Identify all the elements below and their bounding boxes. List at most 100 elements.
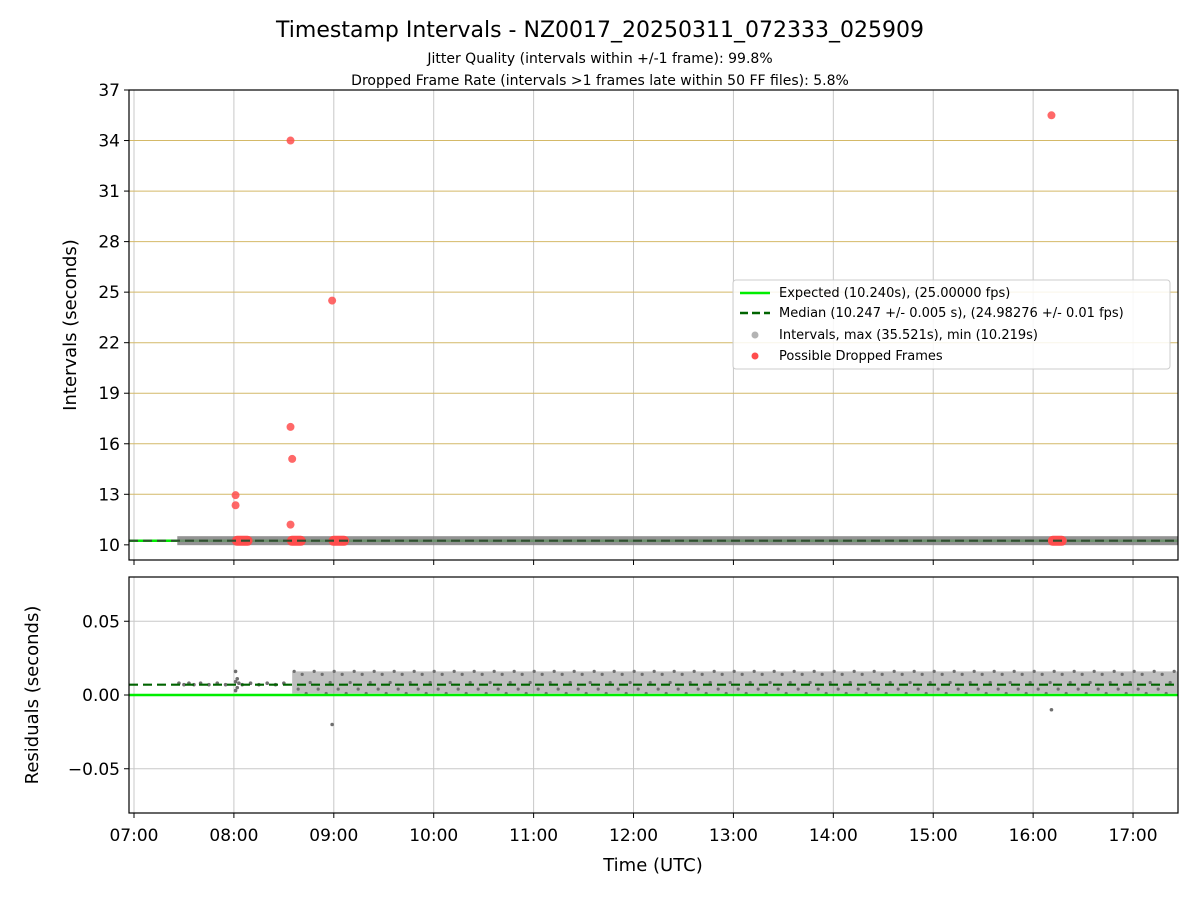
residual-point xyxy=(708,680,712,685)
residual-point xyxy=(572,669,576,674)
residual-point xyxy=(480,672,484,676)
residual-point xyxy=(728,680,732,685)
residual-point xyxy=(716,687,720,691)
residual-point xyxy=(956,687,960,691)
residual-point xyxy=(900,672,904,676)
dropped-frame-point xyxy=(231,491,240,500)
residual-point xyxy=(1120,672,1124,676)
intervals-y-axis-label: Intervals (seconds) xyxy=(60,239,81,411)
residual-point xyxy=(828,680,832,685)
residual-point xyxy=(420,672,424,676)
residual-point xyxy=(996,687,1000,691)
residual-point xyxy=(233,688,238,693)
residual-point xyxy=(376,687,380,691)
x-tick-label: 08:00 xyxy=(209,826,258,846)
residual-point xyxy=(372,669,376,674)
residual-point xyxy=(1148,680,1152,685)
figure-subtitle-dropped: Dropped Frame Rate (intervals >1 frames … xyxy=(351,73,849,89)
residual-point xyxy=(1072,669,1076,674)
residual-point xyxy=(736,687,740,691)
residual-point xyxy=(752,669,756,674)
residual-point xyxy=(1116,687,1120,691)
residual-point xyxy=(720,672,724,676)
residual-point xyxy=(636,687,640,691)
intervals-panel: 10 13 16 19 22 25 28 31 34 37 Intervals (seconds)… xyxy=(60,81,1179,565)
residual-point xyxy=(456,687,460,691)
residual-point xyxy=(488,680,492,685)
residual-point xyxy=(233,669,238,674)
residual-point xyxy=(1032,669,1036,674)
residuals-y-tick-label: −0.05 xyxy=(68,760,120,780)
residual-point xyxy=(592,669,596,674)
residual-point xyxy=(548,680,552,685)
residual-point xyxy=(820,672,824,676)
residual-point xyxy=(348,680,352,685)
residual-point xyxy=(920,672,924,676)
dropped-frame-point xyxy=(286,422,295,431)
residual-point xyxy=(1172,669,1176,674)
residual-point xyxy=(1156,687,1160,691)
intervals-y-tick-label: 34 xyxy=(98,132,120,152)
residual-point xyxy=(328,680,332,685)
residual-point xyxy=(320,672,324,676)
residual-point xyxy=(520,672,524,676)
residual-point xyxy=(888,680,892,685)
figure-subtitle-jitter: Jitter Quality (intervals within +/-1 fr… xyxy=(426,51,772,67)
legend-intervals-label: Intervals, max (35.521s), min (10.219s) xyxy=(779,328,1038,343)
residual-point xyxy=(292,669,296,674)
residual-point xyxy=(916,687,920,691)
residual-point xyxy=(928,680,932,685)
intervals-y-tick-label: 16 xyxy=(98,435,120,455)
residual-point xyxy=(620,672,624,676)
residual-point xyxy=(1080,672,1084,676)
x-tick-label: 17:00 xyxy=(1109,826,1158,846)
residual-point xyxy=(356,687,360,691)
residual-point xyxy=(556,687,560,691)
residual-point xyxy=(392,669,396,674)
residual-point xyxy=(552,669,556,674)
intervals-panel-frame xyxy=(128,89,1179,561)
residual-point xyxy=(500,672,504,676)
residual-point xyxy=(628,680,632,685)
intervals-y-tick-label: 31 xyxy=(98,182,120,202)
residual-point xyxy=(368,680,372,685)
residual-point xyxy=(576,687,580,691)
residual-point xyxy=(580,672,584,676)
residual-point xyxy=(608,680,612,685)
residual-point xyxy=(1096,687,1100,691)
residual-point xyxy=(612,669,616,674)
residual-point xyxy=(588,680,592,685)
dropped-frame-point xyxy=(231,501,240,510)
x-tick-label: 12:00 xyxy=(609,826,658,846)
intervals-y-tick-label: 22 xyxy=(98,334,120,354)
residual-point xyxy=(776,687,780,691)
residual-point xyxy=(688,680,692,685)
residuals-y-tick-label: 0.05 xyxy=(82,612,120,632)
residual-point xyxy=(836,687,840,691)
residual-point xyxy=(908,680,912,685)
residual-point xyxy=(336,687,340,691)
residual-point xyxy=(1056,687,1060,691)
residual-point xyxy=(1100,672,1104,676)
residual-point xyxy=(868,680,872,685)
residual-point xyxy=(1049,707,1054,712)
residual-point xyxy=(300,672,304,676)
residual-point xyxy=(648,680,652,685)
x-tick-label: 16:00 xyxy=(1009,826,1058,846)
residual-point xyxy=(940,672,944,676)
dropped-frame-point xyxy=(328,296,337,305)
residual-point xyxy=(968,680,972,685)
residual-point xyxy=(352,669,356,674)
residual-point xyxy=(812,669,816,674)
residual-point xyxy=(1140,672,1144,676)
legend-expected-label: Expected (10.240s), (25.00000 fps) xyxy=(779,286,1010,301)
residuals-panel: 07:00 08:00 09:00 10:00 11:00 12:00 13:00 14:00… xyxy=(22,576,1179,876)
residual-point xyxy=(308,680,312,685)
residual-point xyxy=(680,672,684,676)
residual-point xyxy=(452,669,456,674)
residual-point xyxy=(600,672,604,676)
residual-point xyxy=(233,679,238,684)
dropped-frame-point xyxy=(288,454,297,463)
intervals-y-tick-label: 10 xyxy=(98,536,120,556)
residual-point xyxy=(408,680,412,685)
